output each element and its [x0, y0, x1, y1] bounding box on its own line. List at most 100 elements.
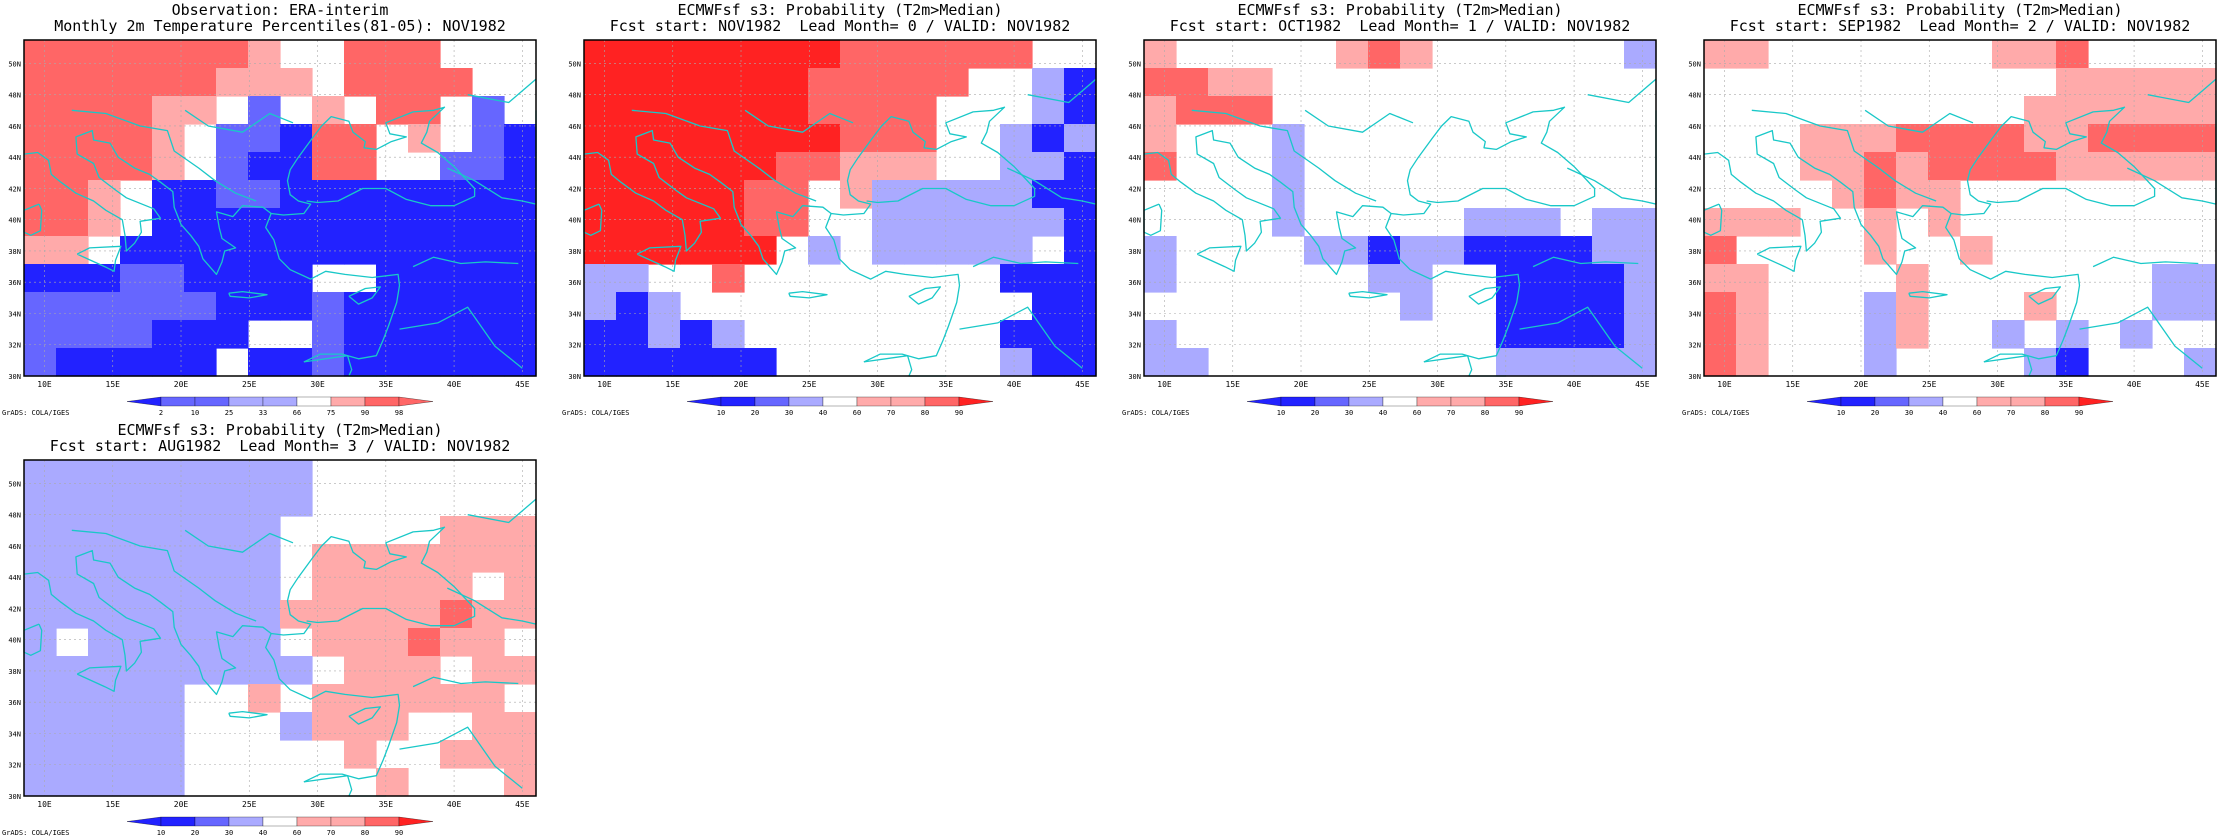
grid-cell	[312, 684, 345, 713]
grid-cell	[1400, 292, 1433, 321]
coastline	[1348, 290, 1388, 299]
grid-cell	[1800, 152, 1833, 181]
coastline	[1756, 245, 1802, 272]
colorbar-box	[890, 396, 926, 407]
grid-cell	[56, 68, 89, 97]
grid-cell	[24, 600, 57, 629]
grid-cell	[1144, 320, 1177, 349]
grid-cell	[344, 600, 377, 629]
grid-cell	[152, 628, 185, 657]
grid-cell	[1736, 40, 1769, 69]
coastline	[863, 355, 947, 377]
grid-cell	[504, 348, 537, 377]
grid-cell	[968, 236, 1001, 265]
grid-cell	[56, 460, 89, 489]
grid-cell	[1704, 292, 1737, 321]
lon-tick-label: 40E	[1567, 380, 1582, 389]
grid-cell	[2024, 40, 2057, 69]
grid-cell	[408, 348, 441, 377]
coastline	[631, 109, 817, 202]
grid-cell	[680, 320, 713, 349]
coastline	[412, 256, 519, 268]
lat-tick-label: 42N	[8, 185, 21, 193]
grid-cell	[1928, 208, 1961, 237]
grid-cell	[376, 572, 409, 601]
grid-cell	[616, 292, 649, 321]
coastline	[1908, 290, 1948, 299]
lat-tick-label: 50N	[1128, 60, 1141, 68]
grads-credit: GrADS: COLA/IGES	[2, 829, 70, 837]
grid-cell	[280, 208, 313, 237]
grid-cell	[2184, 292, 2217, 321]
grid-cell	[1272, 152, 1305, 181]
grid-cell	[280, 124, 313, 153]
grid-cell	[472, 124, 505, 153]
grid-cell	[1528, 348, 1561, 377]
grid-cell	[504, 264, 537, 293]
lon-tick-label: 35E	[939, 380, 954, 389]
grid-cell	[216, 68, 249, 97]
grid-cell	[504, 292, 537, 321]
grid-cell	[1704, 320, 1737, 349]
coastline	[1703, 129, 2081, 363]
grid-cell	[344, 208, 377, 237]
grid-cell	[1032, 152, 1065, 181]
lon-tick-label: 10E	[597, 380, 612, 389]
grid-cell	[936, 236, 969, 265]
colorbar-label: 60	[1413, 409, 1421, 417]
grid-cell	[56, 264, 89, 293]
lat-tick-label: 32N	[8, 762, 21, 770]
grid-cell	[376, 656, 409, 685]
coastline	[412, 676, 519, 688]
grid-cell	[216, 572, 249, 601]
gridlines	[24, 40, 536, 377]
grid-cell	[440, 628, 473, 657]
grid-cell	[648, 292, 681, 321]
grid-cell	[56, 124, 89, 153]
grid-cell	[1064, 152, 1097, 181]
colorbar-label: 20	[191, 829, 199, 837]
map-frame	[23, 39, 537, 377]
grid-cell	[840, 96, 873, 125]
grid-cell	[216, 40, 249, 69]
grid-cell	[440, 320, 473, 349]
colorbar-label: 70	[327, 829, 335, 837]
colorbar-label: 80	[2041, 409, 2049, 417]
map-panel-lead0: ECMWFsf s3: Probability (T2m>Median) Fcs…	[560, 0, 1120, 420]
grid-cell	[904, 180, 937, 209]
coastline	[1751, 109, 1937, 202]
coastline	[2079, 306, 2203, 369]
grid-cell	[1176, 348, 1209, 377]
grid-cell	[1864, 124, 1897, 153]
grid-cell	[2184, 124, 2217, 153]
map-plot-svg: 10E 15E 20E 25E 30E 35E 40E 45E 30N 32N 34N 36N 38N 4…	[8, 39, 537, 417]
grid-cell	[1064, 208, 1097, 237]
shaded-cells	[1144, 40, 1657, 377]
coastline	[1391, 106, 1596, 216]
grid-cell	[1032, 68, 1065, 97]
map-plot-svg: 10E 15E 20E 25E 30E 35E 40E 45E 30N 32N 34N 36N 38N 4…	[1688, 39, 2217, 417]
colorbar: 10 20 30 40 60 70 80 90	[1806, 396, 2114, 417]
grid-cell	[248, 348, 281, 377]
grid-cell	[584, 124, 617, 153]
grid-cell	[872, 40, 905, 69]
grid-cell	[904, 96, 937, 125]
grid-cell	[376, 348, 409, 377]
grid-cell	[280, 656, 313, 685]
colorbar-box	[1874, 396, 1910, 407]
grid-cell	[1000, 320, 1033, 349]
colorbar-label: 30	[1345, 409, 1353, 417]
grid-cell	[1496, 348, 1529, 377]
grid-cell	[1208, 96, 1241, 125]
grid-cell	[408, 320, 441, 349]
grid-cell	[88, 180, 121, 209]
grid-cell	[344, 292, 377, 321]
lat-tick-label: 46N	[568, 123, 581, 131]
grid-cell	[88, 516, 121, 545]
grid-cell	[120, 96, 153, 125]
colorbar-box	[1416, 396, 1452, 407]
panel-subtitle: Monthly 2m Temperature Percentiles(81-05…	[54, 17, 506, 35]
grid-cell	[1032, 124, 1065, 153]
grid-cell	[2088, 68, 2121, 97]
coastline	[76, 245, 122, 272]
